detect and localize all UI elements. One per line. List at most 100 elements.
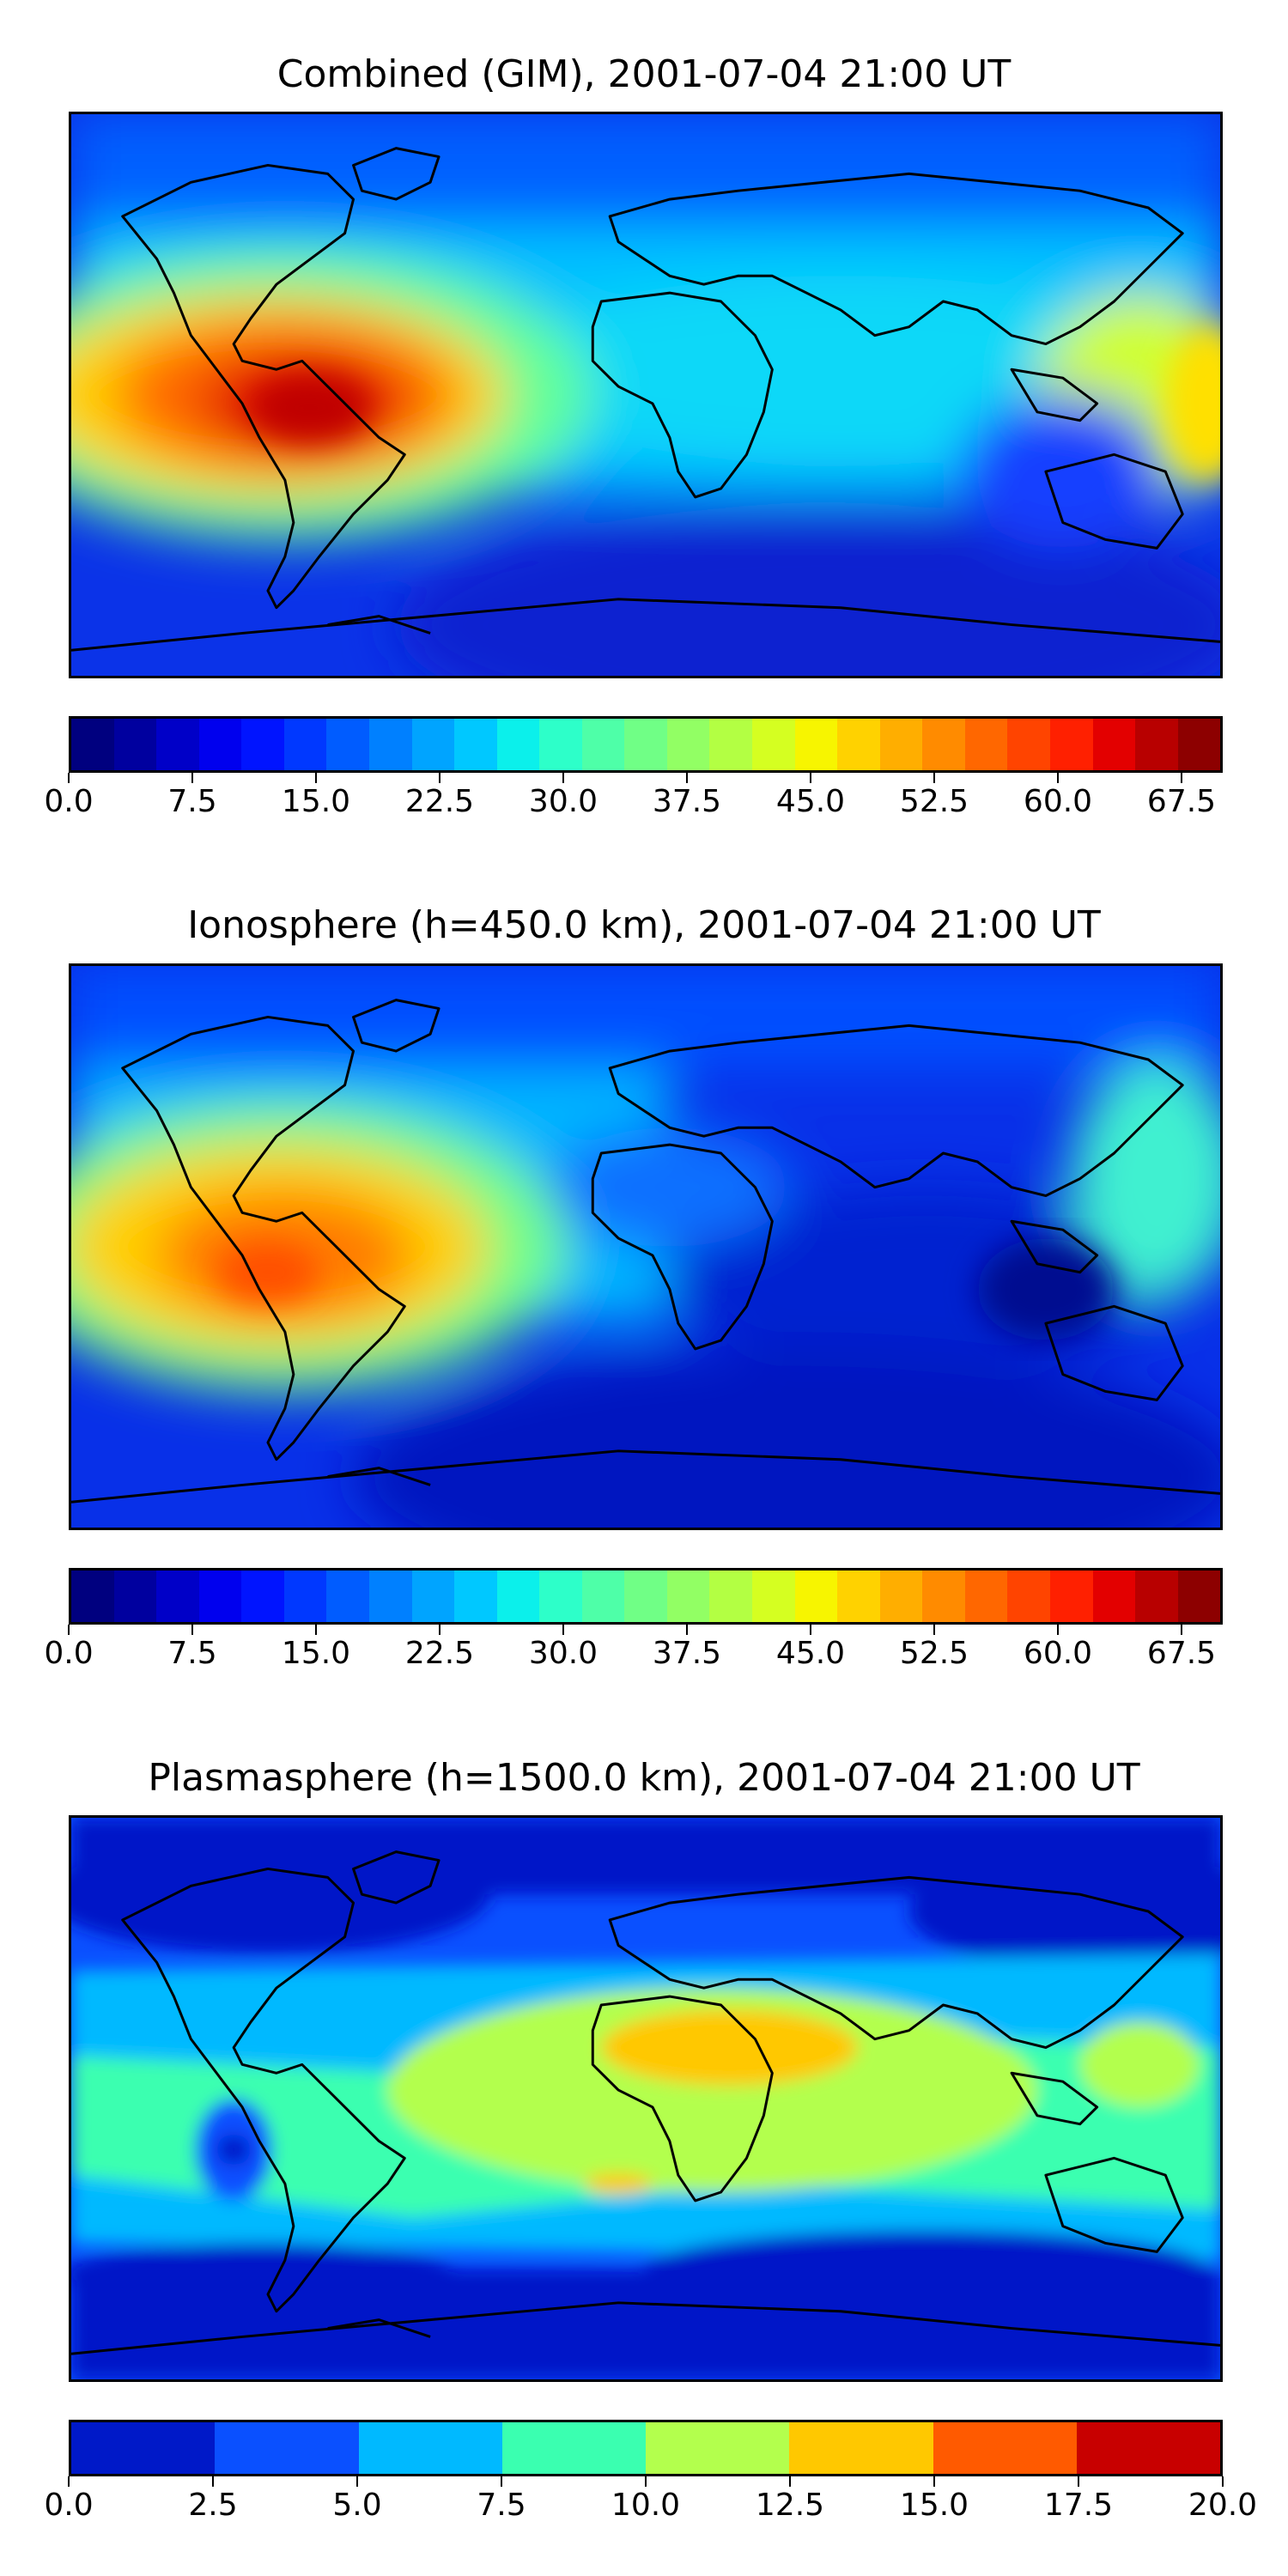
colorbar-tick-label: 37.5 [652,1636,722,1671]
colorbar-tick-label: 0.0 [44,784,94,819]
colorbar-segment [709,1571,752,1622]
colorbar-segment [1177,1571,1221,1622]
panel-title-plasmasphere: Plasmasphere (h=1500.0 km), 2001-07-04 2… [148,1756,1140,1800]
colorbar-tick-label: 15.0 [899,2488,969,2523]
colorbar-segment [624,1571,667,1622]
colorbar-tick-label: 10.0 [611,2488,681,2523]
colorbar-segment [837,1571,880,1622]
colorbar-tick [562,773,564,783]
colorbar-segment [666,719,710,770]
colorbar-segment [1177,719,1221,770]
colorbar-tick [810,773,811,783]
map-plasmasphere [69,1815,1223,2382]
colorbar-segment [368,1571,412,1622]
colorbar-segment [358,2422,502,2474]
colorbar-tick [1222,2476,1224,2487]
colorbar-tick-label: 15.0 [281,1636,351,1671]
colorbar-plasmasphere [69,2420,1223,2476]
colorbar-segment [113,719,157,770]
colorbar-segment [1135,1571,1178,1622]
colorbar-segment [666,1571,710,1622]
colorbar-tick-label: 12.5 [755,2488,825,2523]
colorbar-segment [539,719,582,770]
colorbar-segment [1092,719,1136,770]
colorbar-segment [113,1571,157,1622]
colorbar-segment [1135,719,1178,770]
colorbar-segment [283,1571,327,1622]
colorbar-tick-label: 37.5 [652,784,722,819]
colorbar-tick-label: 30.0 [528,784,598,819]
colorbar-segment [646,2422,790,2474]
colorbar-tick-label: 15.0 [281,784,351,819]
colorbar-tick [810,1625,811,1635]
panel-title-combined: Combined (GIM), 2001-07-04 21:00 UT [276,52,1012,96]
colorbar-segment [454,1571,497,1622]
map-combined [69,112,1223,678]
colorbar-tick [439,1625,440,1635]
colorbar-segment [752,1571,795,1622]
colorbar-segment [241,719,284,770]
colorbar-tick-label: 67.5 [1146,1636,1217,1671]
colorbar-tick-label: 60.0 [1023,1636,1093,1671]
colorbar-segment [326,719,369,770]
colorbar-segment [198,1571,242,1622]
colorbar-segment [539,1571,582,1622]
colorbar-tick-label: 20.0 [1188,2488,1258,2523]
colorbar-tick-label: 67.5 [1146,784,1217,819]
colorbar-segment [1076,2422,1220,2474]
colorbar-tick [1078,2476,1079,2487]
colorbar-tick-label: 0.0 [44,2488,94,2523]
colorbar-segment [496,719,540,770]
colorbar-tick [315,773,317,783]
colorbar-tick [212,2476,214,2487]
colorbar-segment [922,719,965,770]
colorbar-segment [71,719,114,770]
coastlines [71,147,1220,652]
colorbar-segment [156,719,199,770]
colorbar-tick-label: 60.0 [1023,784,1093,819]
colorbar-tick [789,2476,791,2487]
colorbar-segment [794,719,838,770]
colorbar-tick [1181,1625,1182,1635]
colorbar-tick-label: 30.0 [528,1636,598,1671]
colorbar-segment [71,1571,114,1622]
colorbar-segment [326,1571,369,1622]
colorbar-tick [356,2476,358,2487]
colorbar-segment [215,2422,359,2474]
colorbar-tick [315,1625,317,1635]
map-canvas [71,114,1220,676]
colorbar-tick-label: 7.5 [167,1636,217,1671]
colorbar-tick [68,773,70,783]
colorbar-tick [68,2476,70,2487]
colorbar-tick [1057,773,1059,783]
colorbar-segment [1092,1571,1136,1622]
colorbar-tick [933,2476,935,2487]
colorbar-tick [191,1625,193,1635]
colorbar-tick [562,1625,564,1635]
colorbar-segment [1049,1571,1093,1622]
colorbar-tick [686,773,688,783]
colorbar-tick-label: 52.5 [899,1636,969,1671]
colorbar-tick [686,1625,688,1635]
coastlines [71,999,1220,1504]
colorbar-tick [191,773,193,783]
colorbar-segment [752,719,795,770]
colorbar-tick [501,2476,502,2487]
colorbar-segment [156,1571,199,1622]
colorbar-segment [71,2422,216,2474]
colorbar-tick-label: 7.5 [167,784,217,819]
colorbar-ionosphere [69,1568,1223,1625]
colorbar-segment [709,719,752,770]
colorbar-tick-label: 22.5 [404,1636,475,1671]
colorbar-segment [581,719,625,770]
colorbar-segment [794,1571,838,1622]
colorbar-segment [922,1571,965,1622]
colorbar-segment [964,719,1008,770]
colorbar-tick [439,773,440,783]
colorbar-segment [1007,1571,1050,1622]
colorbar-tick-label: 52.5 [899,784,969,819]
colorbar-segment [933,2422,1077,2474]
colorbar-segment [581,1571,625,1622]
colorbar-tick-label: 7.5 [477,2488,526,2523]
colorbar-segment [411,719,455,770]
